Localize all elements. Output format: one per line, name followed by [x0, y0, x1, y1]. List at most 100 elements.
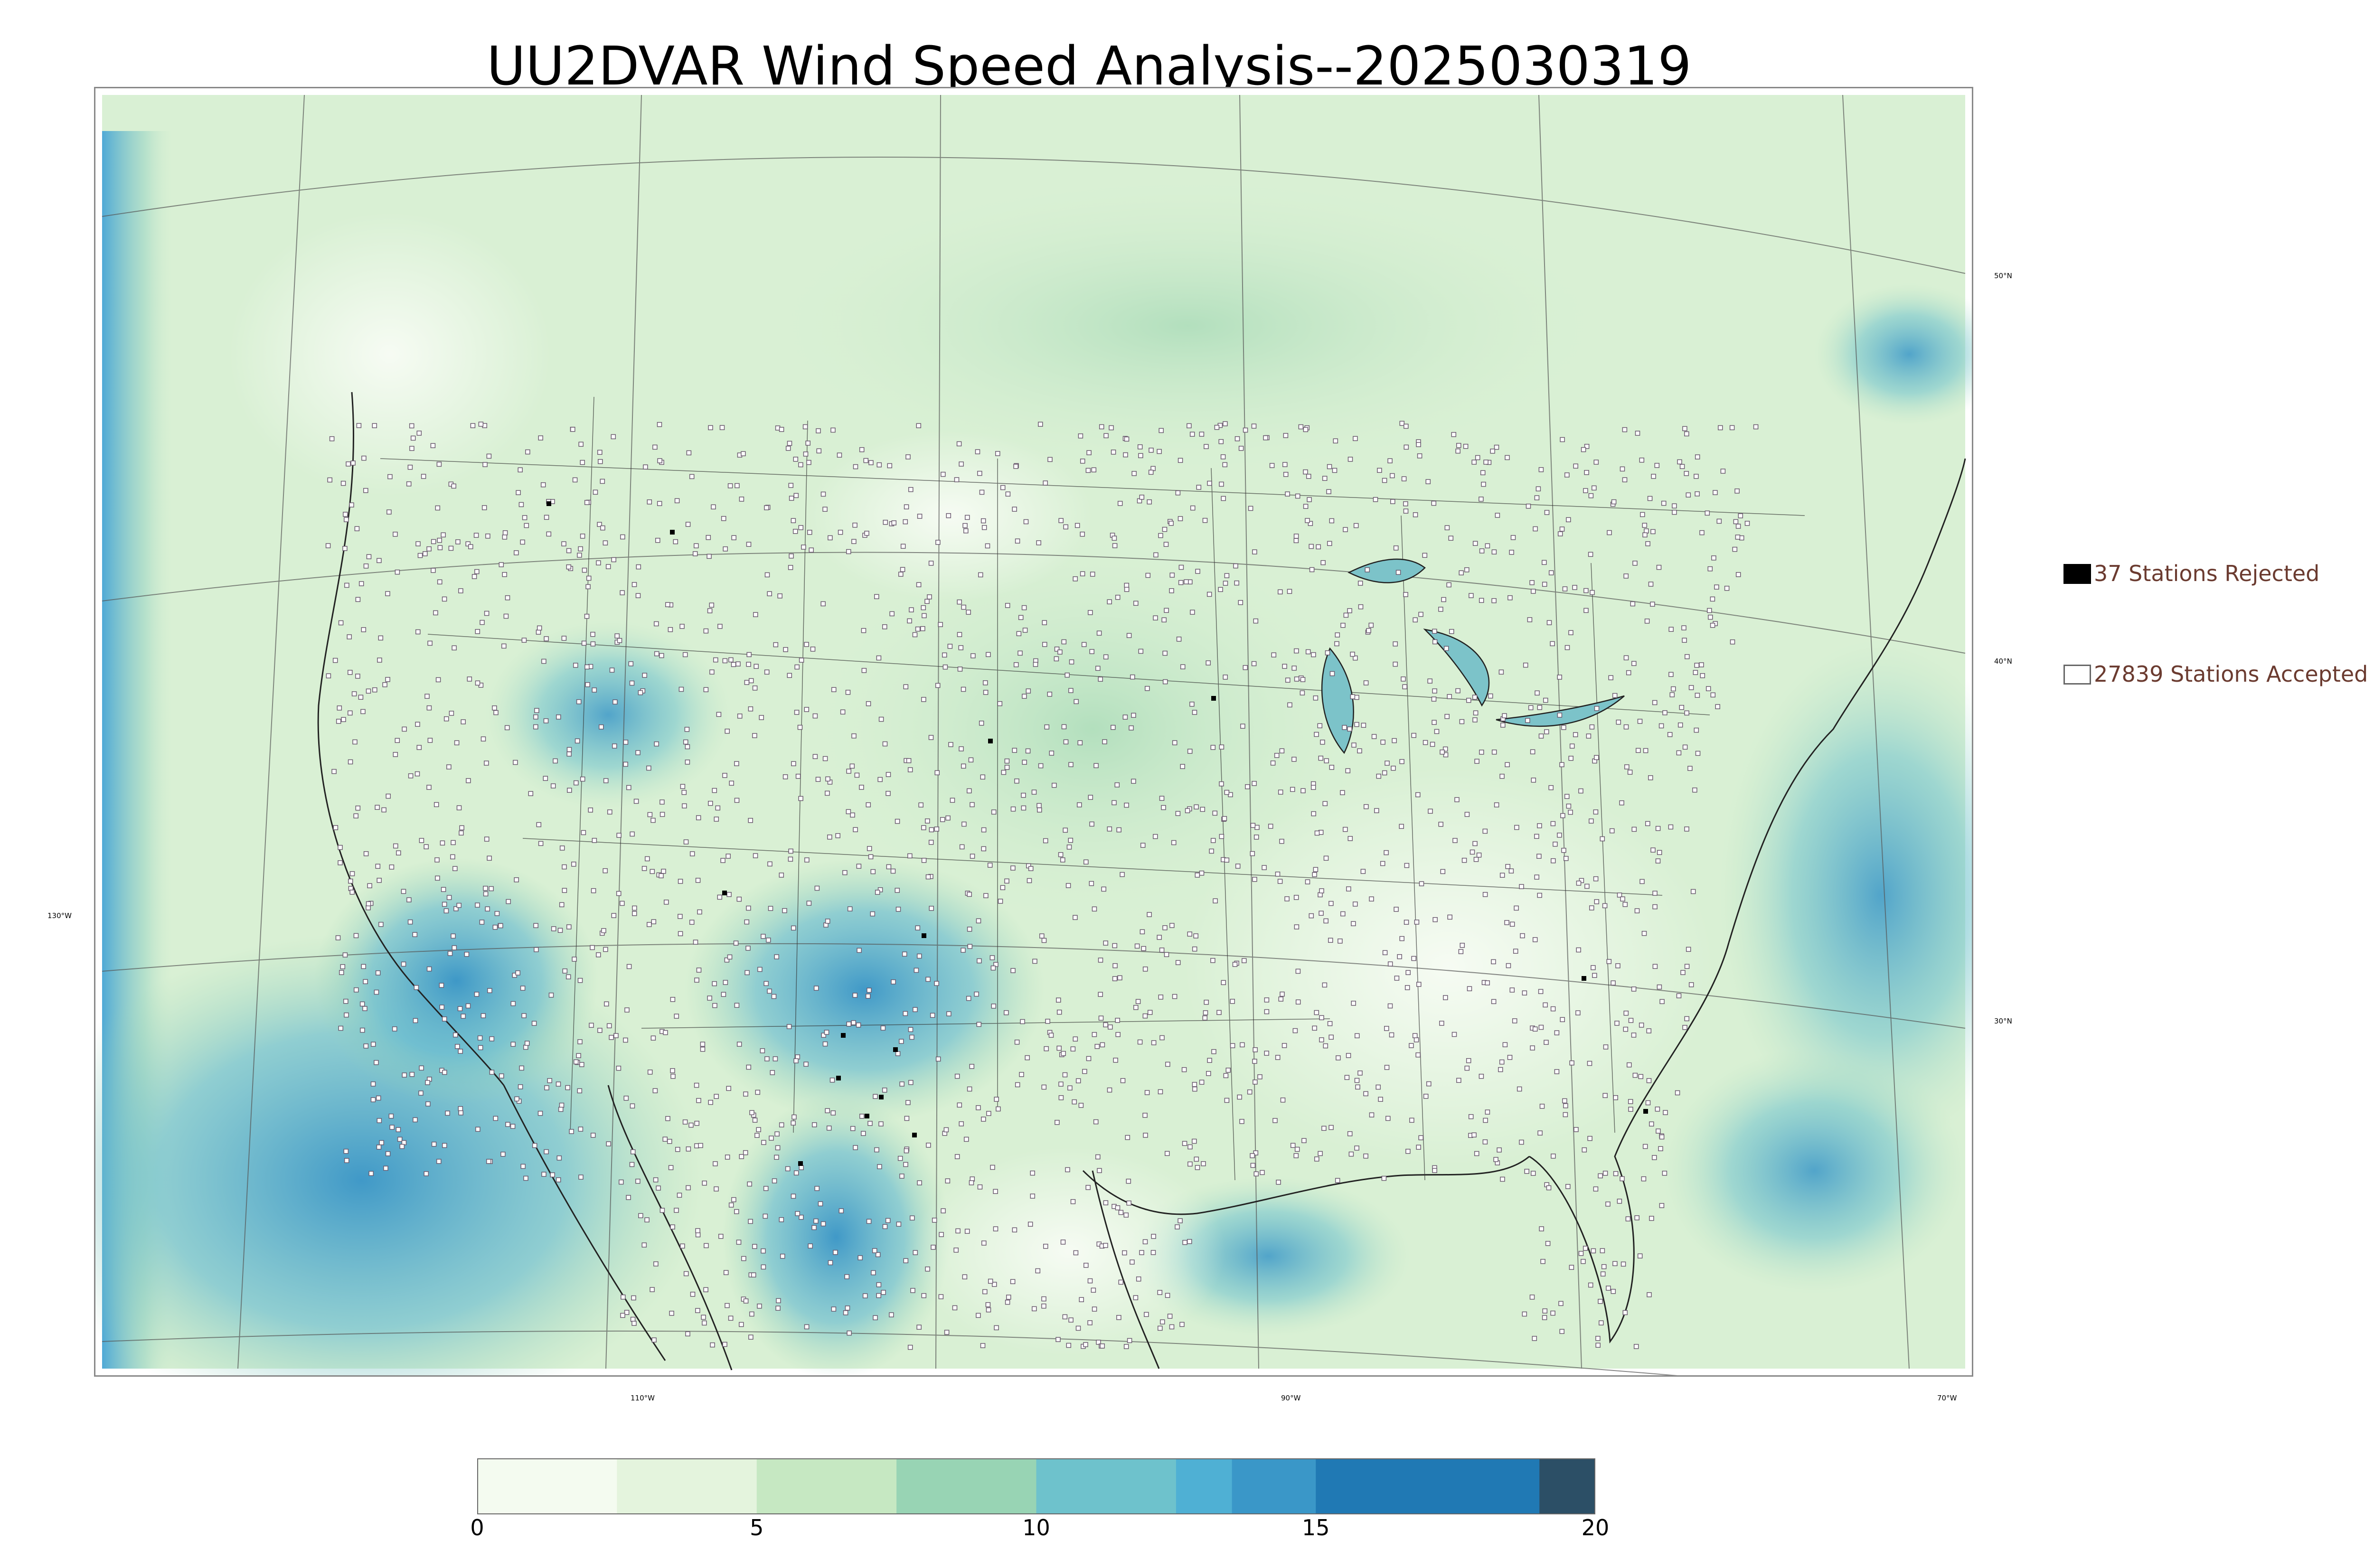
station-marker-accepted — [1350, 694, 1356, 699]
station-marker-accepted — [726, 892, 732, 897]
station-marker-accepted — [393, 843, 398, 849]
station-marker-accepted — [775, 1305, 781, 1311]
station-marker-accepted — [791, 1120, 796, 1126]
station-marker-accepted — [1686, 492, 1691, 498]
station-marker-accepted — [427, 738, 433, 743]
station-marker-accepted — [899, 1081, 904, 1087]
station-marker-accepted — [1537, 1130, 1543, 1136]
station-marker-accepted — [1013, 464, 1018, 469]
station-marker-accepted — [1027, 1221, 1033, 1227]
station-marker-accepted — [418, 1090, 424, 1096]
station-marker-accepted — [1047, 692, 1053, 697]
station-marker-accepted — [344, 517, 349, 522]
station-marker-accepted — [1283, 433, 1289, 438]
station-marker-accepted — [485, 533, 490, 539]
station-marker-accepted — [366, 688, 371, 694]
station-marker-accepted — [731, 662, 736, 667]
station-marker-accepted — [862, 1293, 868, 1298]
station-marker-accepted — [513, 760, 518, 765]
station-marker-accepted — [569, 1129, 574, 1134]
station-marker-accepted — [827, 834, 832, 840]
station-marker-accepted — [1399, 421, 1405, 426]
station-marker-accepted — [1114, 782, 1120, 788]
station-marker-accepted — [1322, 982, 1328, 988]
station-marker-accepted — [1668, 627, 1674, 632]
station-marker-accepted — [1544, 510, 1550, 515]
station-marker-accepted — [889, 611, 895, 617]
station-marker-accepted — [709, 602, 715, 608]
station-marker-accepted — [1175, 1224, 1180, 1230]
wind-speed-map[interactable] — [95, 88, 1972, 1375]
station-marker-accepted — [647, 922, 652, 927]
map-panel[interactable] — [94, 87, 1973, 1377]
station-marker-accepted — [844, 1274, 849, 1279]
station-marker-accepted — [680, 1243, 685, 1249]
station-marker-accepted — [425, 1080, 430, 1085]
station-marker-accepted — [1063, 827, 1068, 833]
station-marker-accepted — [1419, 881, 1424, 886]
station-marker-accepted — [1609, 828, 1615, 834]
station-marker-accepted — [922, 613, 927, 619]
station-marker-accepted — [1305, 518, 1310, 523]
station-marker-accepted — [375, 864, 381, 869]
station-marker-accepted — [746, 1064, 752, 1070]
station-marker-accepted — [1479, 497, 1484, 502]
station-marker-accepted — [1320, 740, 1325, 745]
station-marker-accepted — [908, 1080, 914, 1085]
station-marker-accepted — [1611, 980, 1616, 986]
station-marker-accepted — [1616, 719, 1621, 725]
station-marker-accepted — [1026, 688, 1031, 694]
station-marker-rejected — [922, 933, 926, 938]
station-marker-accepted — [975, 449, 980, 454]
station-marker-accepted — [912, 632, 918, 638]
station-marker-accepted — [1222, 462, 1228, 468]
station-marker-accepted — [412, 932, 418, 937]
station-marker-accepted — [1279, 748, 1285, 753]
station-marker-accepted — [1431, 500, 1437, 506]
station-marker-accepted — [647, 499, 652, 505]
station-marker-accepted — [1175, 490, 1181, 496]
station-marker-accepted — [1676, 993, 1682, 998]
station-marker-accepted — [793, 457, 799, 462]
station-marker-accepted — [354, 526, 360, 531]
station-marker-accepted — [1200, 807, 1206, 812]
station-marker-accepted — [1519, 1139, 1524, 1145]
station-marker-accepted — [1537, 892, 1542, 898]
station-marker-accepted — [763, 981, 769, 986]
station-marker-accepted — [1620, 1261, 1626, 1267]
station-marker-accepted — [651, 919, 657, 924]
station-marker-accepted — [1047, 457, 1053, 462]
station-marker-accepted — [360, 1027, 365, 1033]
station-marker-accepted — [1355, 1084, 1360, 1090]
station-marker-accepted — [846, 769, 851, 774]
station-marker-accepted — [746, 542, 752, 547]
station-marker-accepted — [767, 988, 772, 994]
station-marker-accepted — [1650, 847, 1656, 853]
station-marker-accepted — [456, 805, 462, 810]
station-marker-accepted — [1652, 1155, 1657, 1160]
station-marker-accepted — [990, 1164, 995, 1170]
station-marker-accepted — [908, 1027, 914, 1033]
station-marker-accepted — [974, 991, 979, 997]
station-marker-accepted — [1055, 1120, 1060, 1125]
station-marker-accepted — [510, 1124, 516, 1129]
station-marker-accepted — [1070, 1046, 1076, 1052]
station-marker-accepted — [1648, 582, 1654, 587]
station-marker-accepted — [907, 618, 912, 624]
station-marker-accepted — [859, 447, 865, 452]
station-marker-accepted — [359, 1001, 365, 1007]
station-marker-accepted — [850, 1126, 856, 1131]
station-marker-accepted — [746, 905, 751, 911]
station-marker-accepted — [741, 1256, 746, 1261]
station-marker-accepted — [1693, 670, 1698, 675]
station-marker-accepted — [1294, 1146, 1300, 1152]
station-marker-accepted — [351, 691, 357, 696]
station-marker-accepted — [694, 977, 699, 983]
station-marker-accepted — [1498, 1067, 1503, 1072]
station-marker-accepted — [1534, 834, 1539, 839]
station-marker-accepted — [593, 489, 598, 495]
station-marker-accepted — [1641, 930, 1647, 936]
station-marker-accepted — [1401, 476, 1407, 481]
station-marker-accepted — [976, 1313, 981, 1318]
station-marker-accepted — [566, 747, 572, 752]
